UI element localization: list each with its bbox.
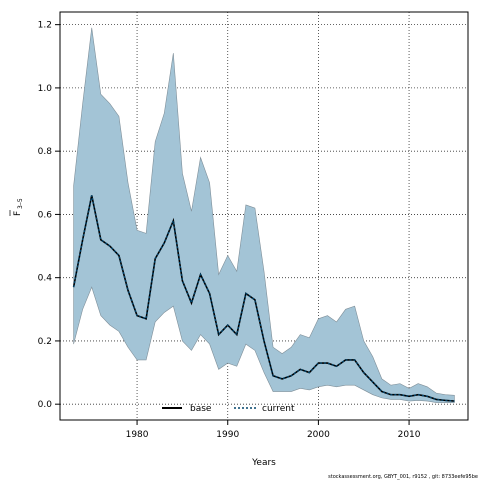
y-tick-label: 1.0 <box>38 84 53 94</box>
y-axis-label: F 3–5 <box>9 198 24 216</box>
plot-frame <box>59 11 469 421</box>
x-tick-label: 2000 <box>307 430 330 440</box>
x-axis-ticks: 1980 1990 2000 2010 <box>126 420 421 440</box>
y-tick-label: 0.8 <box>38 147 53 157</box>
y-tick-label: 1.2 <box>38 21 52 31</box>
footer-text: stockassessment.org, GBYT_001, r9152 , g… <box>328 474 478 480</box>
y-axis-ticks: 0.0 0.2 0.4 0.6 0.8 1.0 1.2 <box>38 21 60 410</box>
confidence-band <box>73 27 455 403</box>
x-axis-label: Years <box>251 458 276 468</box>
y-tick-label: 0.2 <box>38 337 52 347</box>
x-tick-label: 1990 <box>216 430 239 440</box>
x-tick-label: 1980 <box>126 430 149 440</box>
legend-label-current: current <box>262 404 295 414</box>
y-tick-label: 0.6 <box>38 210 53 220</box>
y-axis-label-main: F <box>13 211 23 216</box>
legend-label-base: base <box>190 404 212 414</box>
y-tick-label: 0.4 <box>38 274 53 284</box>
legend: base current <box>162 404 295 414</box>
y-axis-label-subscript: 3–5 <box>17 198 24 209</box>
series-line-current <box>72 195 455 402</box>
x-tick-label: 2010 <box>398 430 421 440</box>
y-tick-label: 0.0 <box>38 400 53 410</box>
